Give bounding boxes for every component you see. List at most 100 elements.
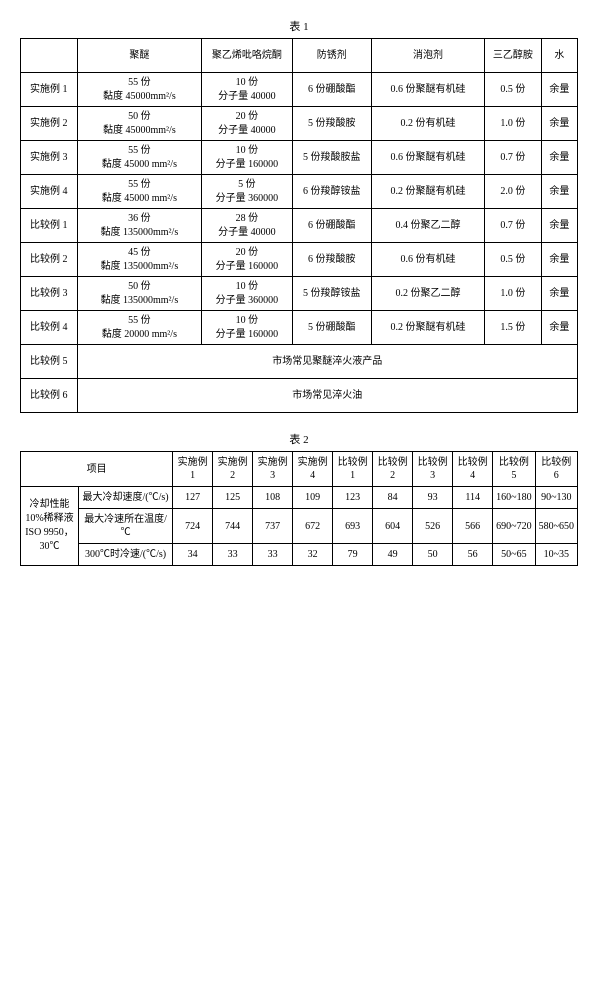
cell-value: 724	[173, 509, 213, 544]
cell-value: 580~650	[535, 509, 577, 544]
cell-value: 79	[333, 544, 373, 566]
row-metric-label: 最大冷速所在温度/℃	[79, 509, 173, 544]
cell-pvp: 10 份分子量 160000	[202, 311, 293, 345]
cell-value: 50	[413, 544, 453, 566]
row-label: 比较例 5	[21, 345, 78, 379]
hdr-c2: 比较例 2	[373, 452, 413, 487]
table-row: 比较例 5市场常见聚醚淬火液产品	[21, 345, 578, 379]
hdr-rust: 防锈剂	[292, 39, 371, 73]
cell-value: 109	[293, 487, 333, 509]
cell-defoam: 0.2 份聚醚有机硅	[371, 175, 484, 209]
cell-defoam: 0.6 份聚醚有机硅	[371, 141, 484, 175]
cell-value: 56	[453, 544, 493, 566]
cell-value: 744	[213, 509, 253, 544]
cell-polymer: 36 份黏度 135000mm²/s	[77, 209, 202, 243]
cell-value: 34	[173, 544, 213, 566]
cell-defoam: 0.2 份聚乙二醇	[371, 277, 484, 311]
row-metric-label: 300℃时冷速/(℃/s)	[79, 544, 173, 566]
hdr-s3: 实施例 3	[253, 452, 293, 487]
hdr-defoam: 消泡剂	[371, 39, 484, 73]
cell-tea: 1.0 份	[485, 277, 542, 311]
table-row: 比较例 455 份黏度 20000 mm²/s10 份分子量 1600005 份…	[21, 311, 578, 345]
table-row: 最大冷速所在温度/℃724744737672693604526566690~72…	[21, 509, 578, 544]
cell-value: 49	[373, 544, 413, 566]
row-label: 实施例 3	[21, 141, 78, 175]
hdr-tea: 三乙醇胺	[485, 39, 542, 73]
cell-value: 33	[253, 544, 293, 566]
cell-value: 737	[253, 509, 293, 544]
table2-caption: 表 2	[12, 431, 586, 447]
table-row: 比较例 350 份黏度 135000mm²/s10 份分子量 3600005 份…	[21, 277, 578, 311]
cell-water: 余量	[541, 175, 577, 209]
cell-tea: 2.0 份	[485, 175, 542, 209]
row-label: 比较例 2	[21, 243, 78, 277]
cell-defoam: 0.2 份聚醚有机硅	[371, 311, 484, 345]
cell-pvp: 28 份分子量 40000	[202, 209, 293, 243]
table1: 聚醚 聚乙烯吡咯烷酮 防锈剂 消泡剂 三乙醇胺 水 实施例 155 份黏度 45…	[20, 38, 578, 413]
cell-defoam: 0.6 份有机硅	[371, 243, 484, 277]
cell-value: 114	[453, 487, 493, 509]
cell-value: 33	[213, 544, 253, 566]
row-label: 实施例 2	[21, 107, 78, 141]
cell-merged: 市场常见聚醚淬火液产品	[77, 345, 577, 379]
cell-polymer: 55 份黏度 20000 mm²/s	[77, 311, 202, 345]
cell-value: 690~720	[493, 509, 535, 544]
cell-tea: 0.7 份	[485, 141, 542, 175]
cell-value: 93	[413, 487, 453, 509]
cell-rust: 5 份硼酸酯	[292, 311, 371, 345]
cell-value: 10~35	[535, 544, 577, 566]
table1-caption: 表 1	[12, 18, 586, 34]
cell-value: 672	[293, 509, 333, 544]
cell-defoam: 0.2 份有机硅	[371, 107, 484, 141]
row-label: 比较例 1	[21, 209, 78, 243]
cell-tea: 0.5 份	[485, 243, 542, 277]
hdr-s2: 实施例 2	[213, 452, 253, 487]
cell-pvp: 10 份分子量 360000	[202, 277, 293, 311]
cell-value: 84	[373, 487, 413, 509]
hdr-c1: 比较例 1	[333, 452, 373, 487]
row-metric-label: 最大冷却速度/(℃/s)	[79, 487, 173, 509]
cell-rust: 6 份硼酸酯	[292, 73, 371, 107]
cell-polymer: 45 份黏度 135000mm²/s	[77, 243, 202, 277]
hdr-s4: 实施例 4	[293, 452, 333, 487]
row-label: 实施例 4	[21, 175, 78, 209]
cell-tea: 1.5 份	[485, 311, 542, 345]
table-row: 实施例 455 份黏度 45000 mm²/s5 份分子量 3600006 份羧…	[21, 175, 578, 209]
cell-tea: 1.0 份	[485, 107, 542, 141]
hdr-c3: 比较例 3	[413, 452, 453, 487]
row-label: 比较例 3	[21, 277, 78, 311]
cell-tea: 0.7 份	[485, 209, 542, 243]
cell-rust: 5 份羧酸胺盐	[292, 141, 371, 175]
cell-polymer: 55 份黏度 45000mm²/s	[77, 73, 202, 107]
cell-defoam: 0.6 份聚醚有机硅	[371, 73, 484, 107]
cell-value: 566	[453, 509, 493, 544]
table-row: 比较例 6市场常见淬火油	[21, 379, 578, 413]
cell-water: 余量	[541, 311, 577, 345]
cell-polymer: 55 份黏度 45000 mm²/s	[77, 175, 202, 209]
cell-pvp: 10 份分子量 160000	[202, 141, 293, 175]
cell-value: 50~65	[493, 544, 535, 566]
hdr-polymer: 聚醚	[77, 39, 202, 73]
hdr-water: 水	[541, 39, 577, 73]
side-group-label: 冷却性能10%稀释液ISO 9950，30℃	[21, 487, 79, 566]
cell-polymer: 50 份黏度 135000mm²/s	[77, 277, 202, 311]
cell-pvp: 20 份分子量 40000	[202, 107, 293, 141]
cell-value: 604	[373, 509, 413, 544]
table2: 项目 实施例 1 实施例 2 实施例 3 实施例 4 比较例 1 比较例 2 比…	[20, 451, 578, 566]
table-row: 实施例 250 份黏度 45000mm²/s20 份分子量 400005 份羧酸…	[21, 107, 578, 141]
cell-value: 526	[413, 509, 453, 544]
cell-value: 108	[253, 487, 293, 509]
row-label: 比较例 6	[21, 379, 78, 413]
cell-value: 160~180	[493, 487, 535, 509]
hdr-pvp: 聚乙烯吡咯烷酮	[202, 39, 293, 73]
cell-tea: 0.5 份	[485, 73, 542, 107]
cell-water: 余量	[541, 243, 577, 277]
table-row: 比较例 245 份黏度 135000mm²/s20 份分子量 1600006 份…	[21, 243, 578, 277]
hdr-project: 项目	[21, 452, 173, 487]
cell-rust: 5 份羧酸胺	[292, 107, 371, 141]
cell-merged: 市场常见淬火油	[77, 379, 577, 413]
row-label: 比较例 4	[21, 311, 78, 345]
cell-pvp: 10 份分子量 40000	[202, 73, 293, 107]
cell-water: 余量	[541, 209, 577, 243]
table-row: 比较例 136 份黏度 135000mm²/s28 份分子量 400006 份硼…	[21, 209, 578, 243]
